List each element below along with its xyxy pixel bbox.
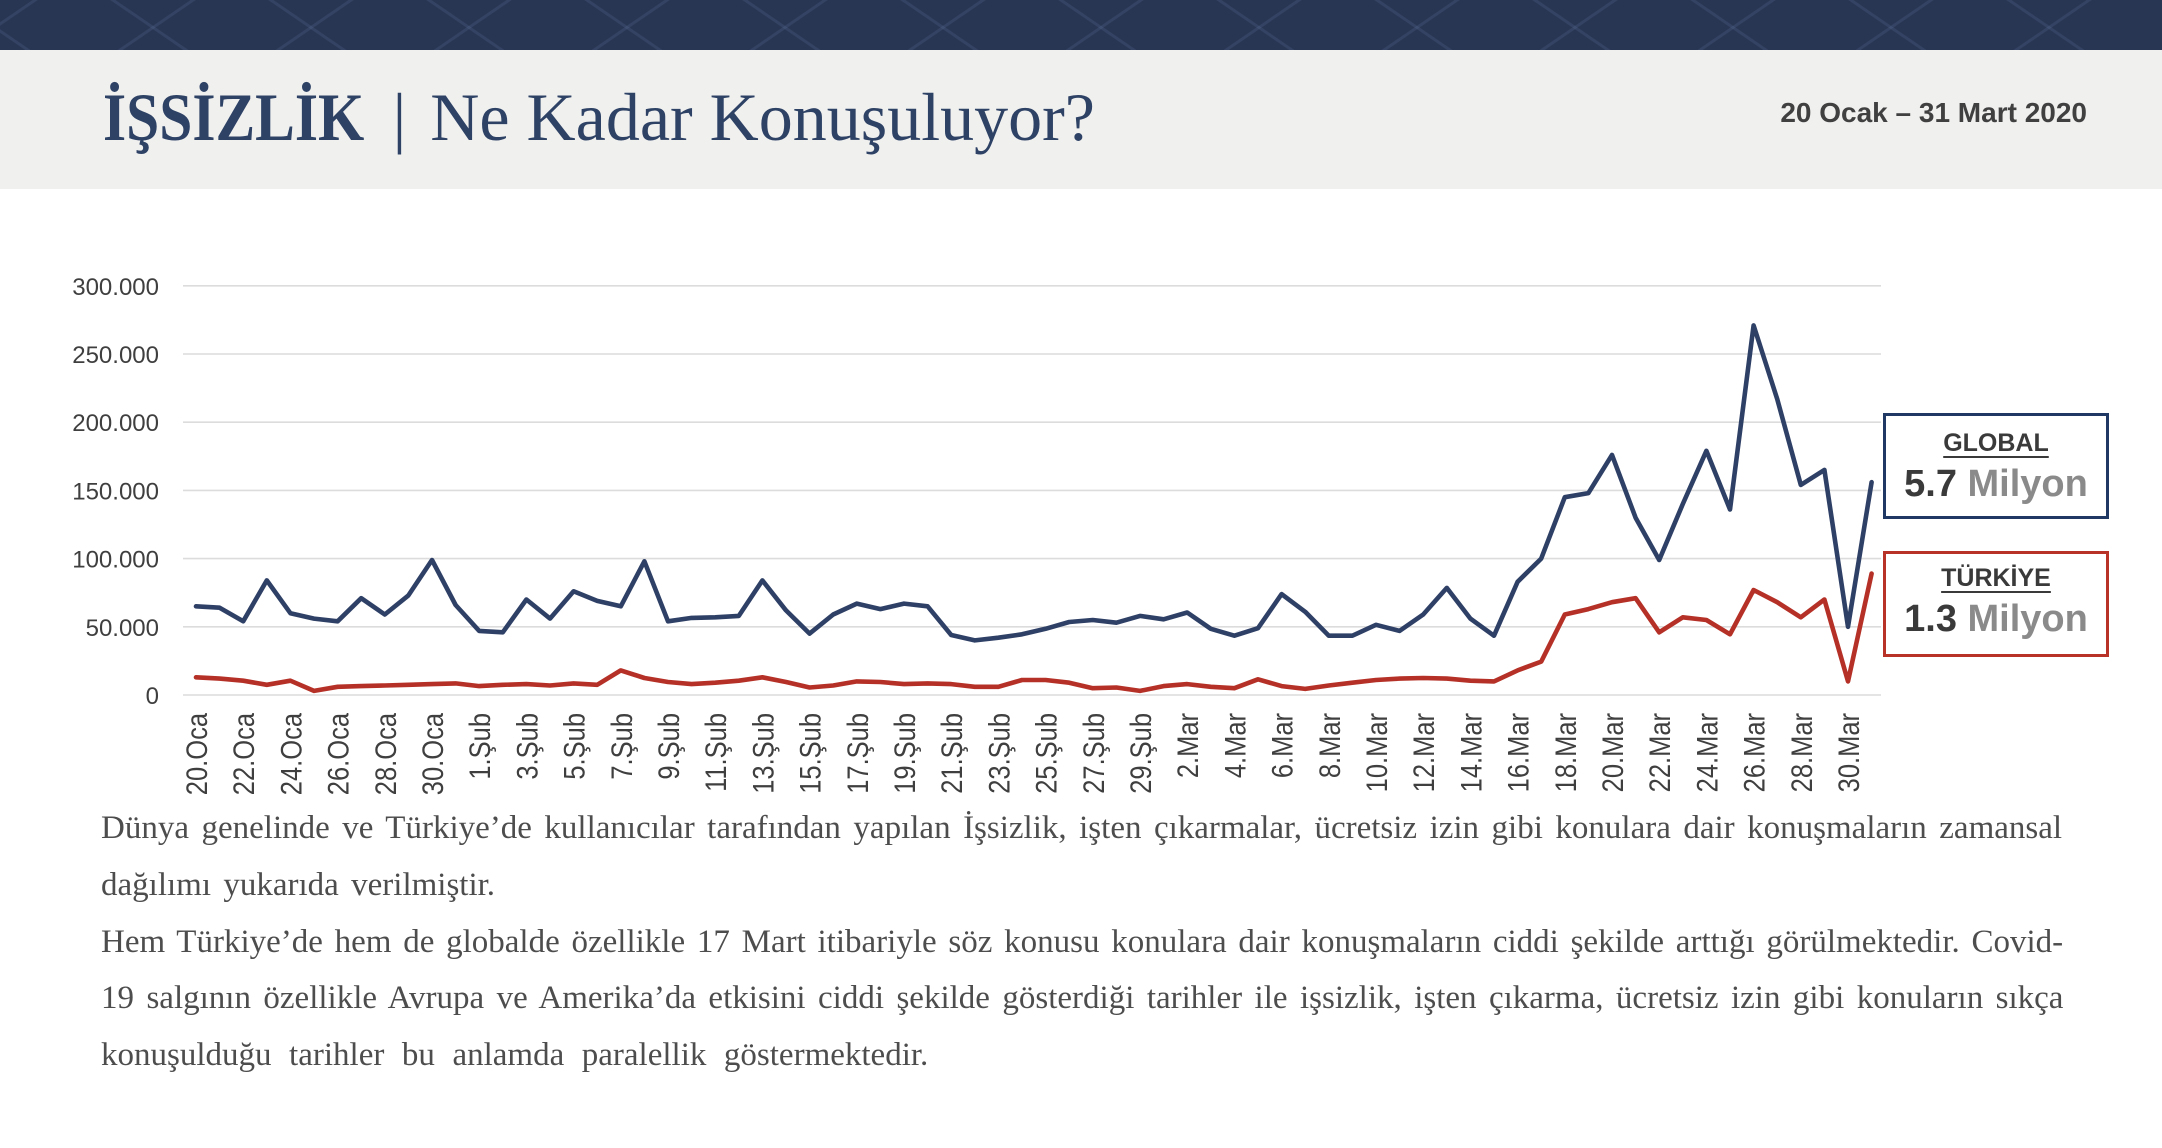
svg-text:29.Şub: 29.Şub [1124, 713, 1157, 794]
svg-text:17.Şub: 17.Şub [841, 713, 874, 794]
svg-text:8.Mar: 8.Mar [1313, 713, 1346, 778]
svg-text:30.Mar: 30.Mar [1832, 713, 1865, 792]
svg-text:22.Mar: 22.Mar [1643, 713, 1676, 792]
svg-text:4.Mar: 4.Mar [1218, 713, 1251, 778]
svg-text:27.Şub: 27.Şub [1077, 713, 1110, 794]
svg-text:100.000: 100.000 [72, 547, 159, 574]
svg-text:26.Oca: 26.Oca [322, 713, 355, 796]
svg-text:30.Oca: 30.Oca [416, 713, 449, 796]
svg-text:23.Şub: 23.Şub [982, 713, 1015, 794]
svg-text:15.Şub: 15.Şub [794, 713, 827, 794]
svg-text:2.Mar: 2.Mar [1171, 713, 1204, 778]
svg-text:200.000: 200.000 [72, 410, 159, 437]
svg-text:250.000: 250.000 [72, 342, 159, 369]
svg-text:9.Şub: 9.Şub [652, 713, 685, 780]
svg-text:28.Oca: 28.Oca [369, 713, 402, 796]
svg-text:11.Şub: 11.Şub [699, 713, 732, 792]
svg-text:5.Şub: 5.Şub [558, 713, 591, 780]
svg-text:10.Mar: 10.Mar [1360, 713, 1393, 792]
svg-text:14.Mar: 14.Mar [1454, 713, 1487, 792]
svg-text:20.Oca: 20.Oca [180, 713, 213, 796]
svg-text:7.Şub: 7.Şub [605, 713, 638, 780]
svg-text:3.Şub: 3.Şub [510, 713, 543, 780]
svg-text:1.Şub: 1.Şub [463, 713, 496, 780]
svg-text:150.000: 150.000 [72, 478, 159, 505]
svg-text:12.Mar: 12.Mar [1407, 713, 1440, 792]
svg-text:25.Şub: 25.Şub [1030, 713, 1063, 794]
svg-text:0: 0 [146, 683, 159, 710]
svg-text:21.Şub: 21.Şub [935, 713, 968, 794]
svg-text:24.Oca: 24.Oca [274, 713, 307, 796]
svg-text:19.Şub: 19.Şub [888, 713, 921, 794]
svg-text:50.000: 50.000 [86, 615, 159, 642]
svg-text:300.000: 300.000 [72, 274, 159, 301]
svg-text:26.Mar: 26.Mar [1738, 713, 1771, 792]
svg-text:18.Mar: 18.Mar [1549, 713, 1582, 792]
svg-text:22.Oca: 22.Oca [227, 713, 260, 796]
svg-text:28.Mar: 28.Mar [1785, 713, 1818, 792]
svg-text:6.Mar: 6.Mar [1266, 713, 1299, 778]
svg-text:16.Mar: 16.Mar [1502, 713, 1535, 792]
svg-text:20.Mar: 20.Mar [1596, 713, 1629, 792]
svg-text:24.Mar: 24.Mar [1690, 713, 1723, 792]
svg-text:13.Şub: 13.Şub [746, 713, 779, 794]
